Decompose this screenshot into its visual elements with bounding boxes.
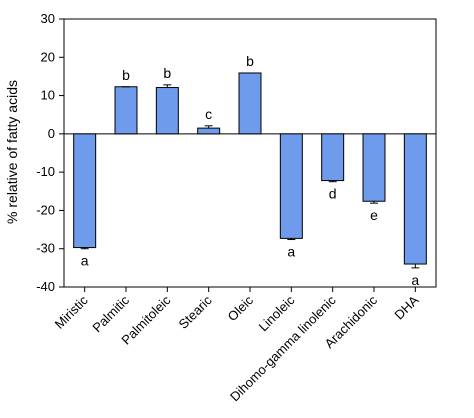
y-tick-label: -40 — [36, 279, 55, 294]
significance-label: b — [163, 65, 171, 81]
significance-label: a — [81, 253, 89, 269]
y-tick-label: 0 — [48, 126, 55, 141]
y-tick-label: 10 — [41, 88, 55, 103]
significance-label: c — [205, 106, 212, 122]
bar — [73, 133, 97, 249]
y-tick-label: 30 — [41, 11, 55, 26]
plot-area: -40-30-20-100102030aMiristicbPalmiticbPa… — [36, 11, 437, 404]
y-axis-title: % relative of fatty acids — [4, 80, 20, 224]
significance-label: b — [246, 53, 254, 69]
significance-label: a — [411, 272, 419, 288]
category-label: Oleic — [225, 292, 257, 324]
category-label: Stearic — [176, 292, 216, 332]
bar — [362, 133, 386, 202]
bar — [279, 133, 303, 239]
bar — [197, 127, 221, 135]
bar — [238, 72, 262, 135]
significance-label: b — [122, 67, 130, 83]
significance-label: d — [329, 186, 337, 202]
bar — [403, 133, 427, 265]
y-tick-label: 20 — [41, 49, 55, 64]
significance-label: e — [370, 207, 378, 223]
significance-label: a — [287, 244, 295, 260]
y-tick-label: -30 — [36, 241, 55, 256]
y-tick-label: -10 — [36, 164, 55, 179]
category-label: DHA — [391, 292, 421, 322]
bar — [155, 87, 179, 135]
y-tick-label: -20 — [36, 202, 55, 217]
bar — [114, 86, 138, 135]
bar — [321, 133, 345, 182]
category-label: Miristic — [52, 292, 92, 332]
